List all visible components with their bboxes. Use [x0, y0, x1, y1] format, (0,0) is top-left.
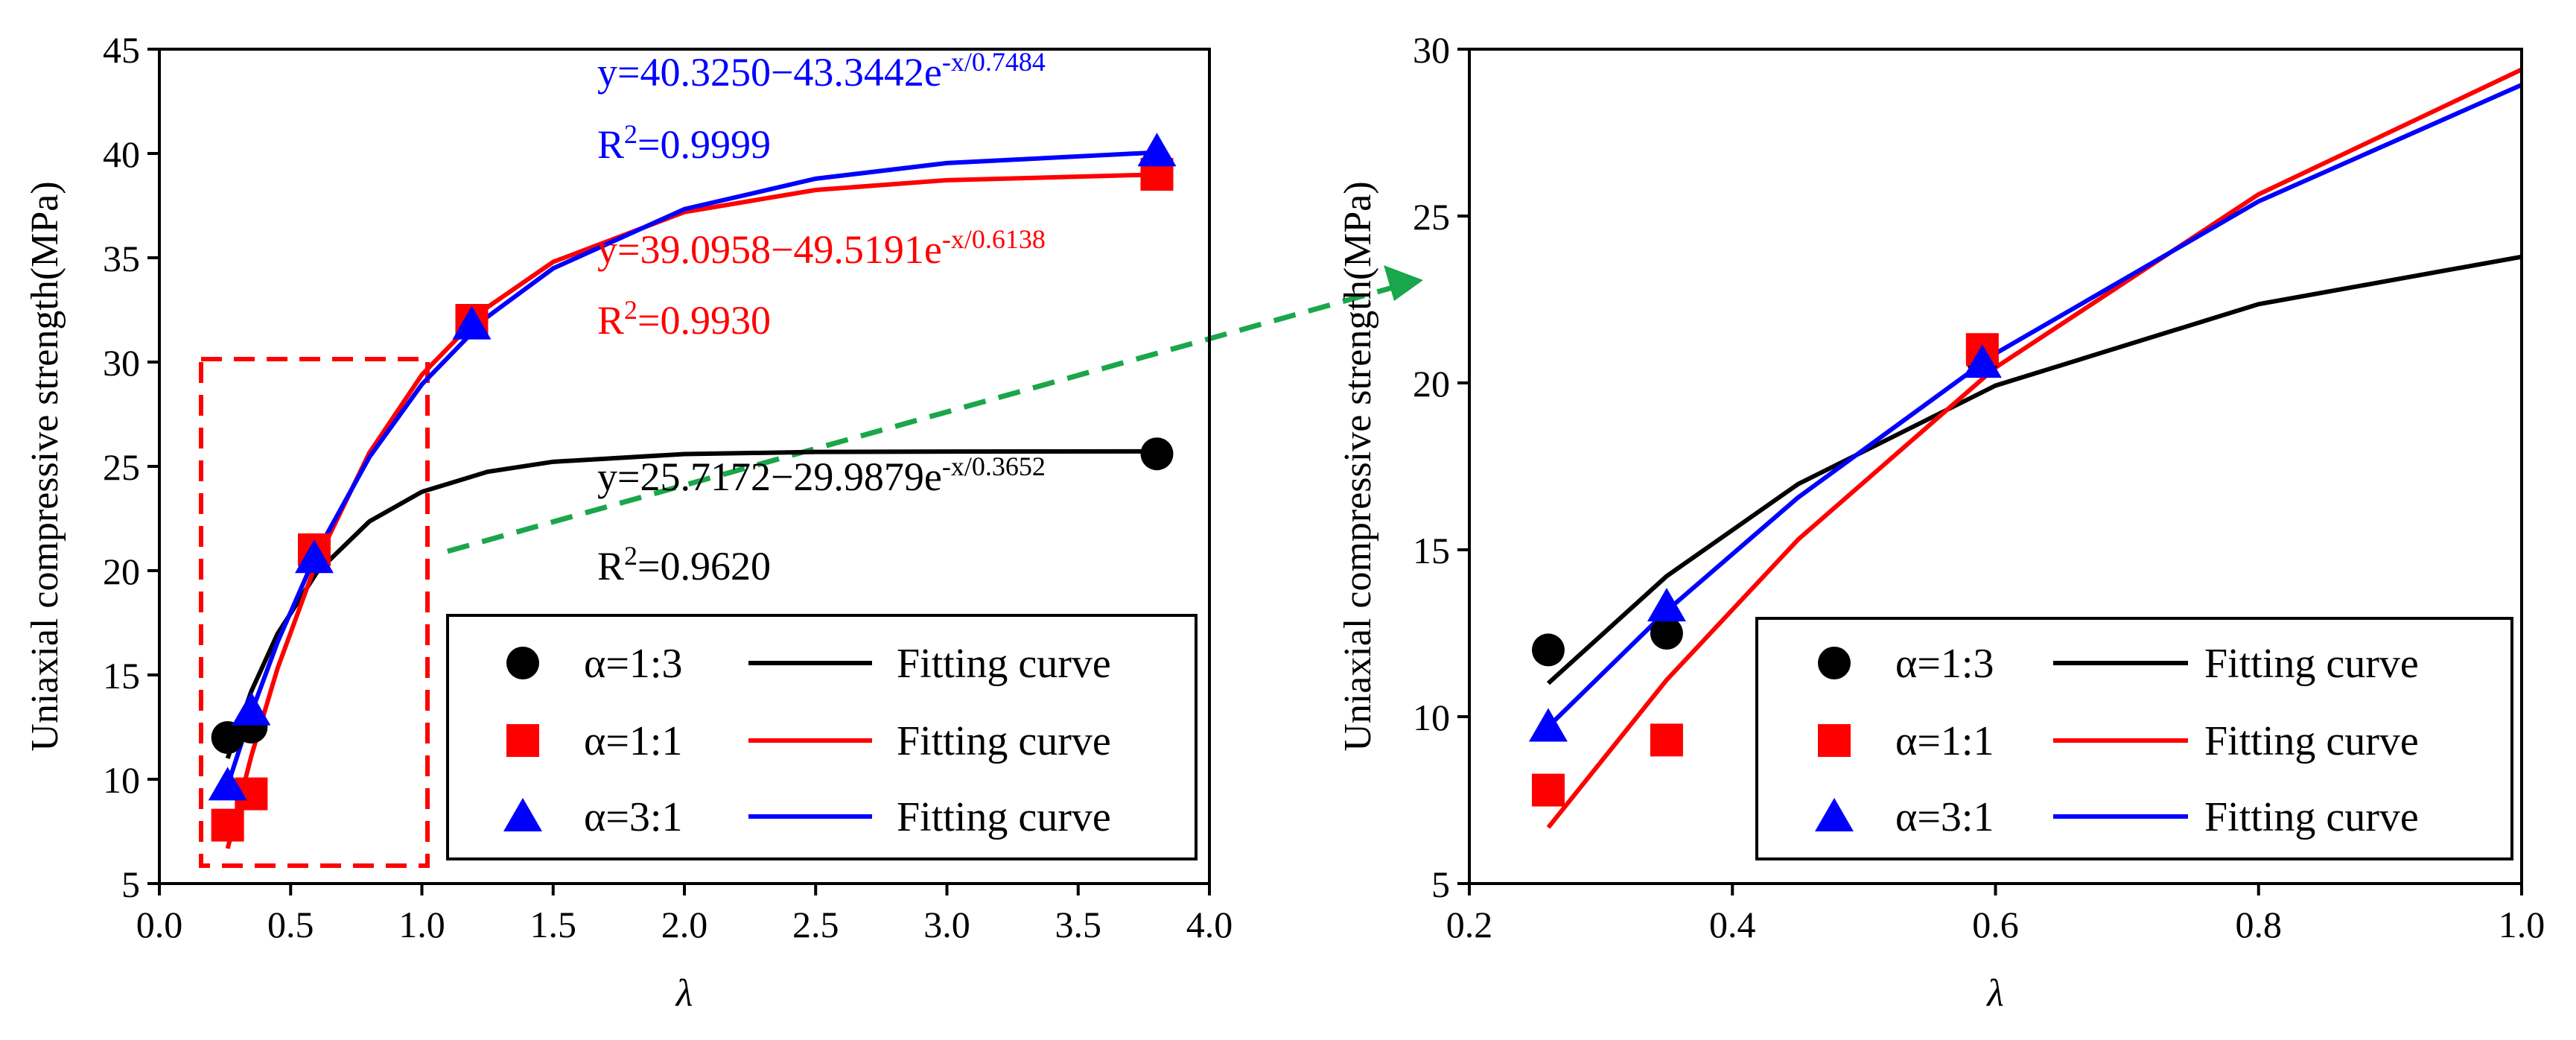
point: [1650, 617, 1683, 650]
point: [1137, 133, 1177, 167]
annotation: R2=0.9930: [597, 295, 771, 343]
fit-line: [1546, 83, 2522, 729]
x-tick-label: 0.2: [1446, 904, 1493, 945]
point: [294, 539, 334, 574]
y-tick-label: 25: [103, 446, 140, 488]
annotation: R2=0.9620: [597, 541, 771, 589]
zoom-arrow-head: [1384, 265, 1423, 301]
annotation: y=39.0958−49.5191e-x/0.6138: [597, 224, 1046, 272]
legend-fit-label: Fitting curve: [2204, 641, 2419, 687]
annotation-text: y=25.7172−29.9879e: [597, 454, 942, 499]
annotation-text: R: [597, 122, 624, 167]
annotation: y=40.3250−43.3442e-x/0.7484: [597, 47, 1046, 95]
x-tick-label: 2.0: [661, 904, 708, 945]
annotation-text: y=40.3250−43.3442e: [597, 50, 942, 95]
plot-frame: [1468, 48, 2523, 885]
legend-marker: [503, 798, 542, 831]
point: [1962, 344, 2002, 378]
annotation: y=25.7172−29.9879e-x/0.3652: [597, 451, 1046, 499]
annotation-sup: -x/0.3652: [942, 451, 1046, 481]
x-tick-label: 0.5: [267, 904, 314, 945]
fit-line: [225, 448, 1157, 759]
x-tick-label: 3.5: [1055, 904, 1102, 945]
point: [1528, 708, 1568, 742]
annotation-text: R: [597, 298, 624, 343]
annotation-text: =0.9999: [637, 122, 771, 167]
fit-line: [1546, 254, 2522, 685]
x-tick-label: 1.0: [398, 904, 445, 945]
point: [452, 305, 492, 340]
legend-fit-label: Fitting curve: [897, 718, 1111, 764]
annotation-text: =0.9620: [637, 544, 771, 589]
y-tick-label: 15: [1413, 530, 1450, 571]
annotation-sup: 2: [624, 541, 637, 571]
point: [1140, 437, 1174, 471]
legend-marker: [1818, 647, 1851, 679]
legend-marker: [1818, 724, 1851, 757]
point: [208, 767, 247, 801]
x-tick-label: 0.8: [2236, 904, 2283, 945]
point: [211, 808, 244, 842]
y-tick-label: 20: [1413, 363, 1450, 405]
zoom-arrow: [447, 285, 1393, 554]
annotation-text: y=39.0958−49.5191e: [597, 227, 942, 272]
annotation-sup: 2: [624, 119, 637, 149]
fit-line: [1546, 67, 2522, 829]
annotation: R2=0.9999: [597, 119, 771, 167]
y-tick-label: 30: [1413, 29, 1450, 71]
x-tick-label: 0.6: [1972, 904, 2019, 945]
legend-label: α=1:3: [1895, 641, 1994, 687]
point: [1531, 773, 1565, 807]
legend-label: α=1:1: [1895, 718, 1994, 764]
legend-marker: [506, 724, 539, 757]
legend-label: α=1:1: [584, 718, 682, 764]
legend-label: α=1:3: [584, 641, 682, 687]
x-tick-label: 0.4: [1709, 904, 1756, 945]
fit-line: [225, 172, 1157, 849]
legend-label: α=3:1: [584, 794, 682, 840]
y-tick-label: 10: [103, 759, 140, 801]
x-tick-label: 1.5: [530, 904, 577, 945]
legend-marker: [1815, 798, 1854, 831]
y-tick-label: 35: [103, 238, 140, 279]
point: [232, 691, 271, 726]
x-tick-label: 4.0: [1186, 904, 1233, 945]
y-axis-title: Uniaxial compressive strength(MPa): [1337, 181, 1379, 751]
y-tick-label: 45: [103, 29, 140, 71]
fit-line: [225, 150, 1157, 787]
point: [1531, 633, 1565, 667]
legend-label: α=3:1: [1895, 794, 1994, 840]
y-tick-label: 25: [1413, 196, 1450, 238]
plot-frame: [158, 48, 1211, 885]
zoom-box: [199, 357, 430, 868]
y-axis-title: Uniaxial compressive strength(MPa): [24, 181, 66, 751]
annotation-text: R: [597, 544, 624, 589]
legend-fit-label: Fitting curve: [897, 794, 1111, 840]
y-tick-label: 5: [121, 863, 140, 905]
x-tick-label: 0.0: [136, 904, 183, 945]
point: [1650, 723, 1683, 757]
y-tick-label: 15: [103, 655, 140, 697]
annotation-sup: 2: [624, 295, 637, 325]
point: [1647, 588, 1686, 622]
x-axis-title: λ: [675, 972, 693, 1015]
x-tick-label: 1.0: [2499, 904, 2545, 945]
annotation-sup: -x/0.6138: [942, 224, 1046, 254]
annotation-text: =0.9930: [637, 298, 771, 343]
y-tick-label: 40: [103, 133, 140, 175]
x-tick-label: 3.0: [923, 904, 970, 945]
legend-marker: [506, 647, 539, 679]
y-tick-label: 20: [103, 551, 140, 592]
x-tick-label: 2.5: [792, 904, 839, 945]
legend-fit-label: Fitting curve: [2204, 794, 2419, 840]
x-axis-title: λ: [1985, 972, 2004, 1015]
y-tick-label: 30: [103, 342, 140, 384]
y-tick-label: 5: [1431, 863, 1450, 905]
y-tick-label: 10: [1413, 697, 1450, 738]
annotation-sup: -x/0.7484: [942, 47, 1046, 77]
legend-fit-label: Fitting curve: [897, 641, 1111, 687]
legend-fit-label: Fitting curve: [2204, 718, 2419, 764]
